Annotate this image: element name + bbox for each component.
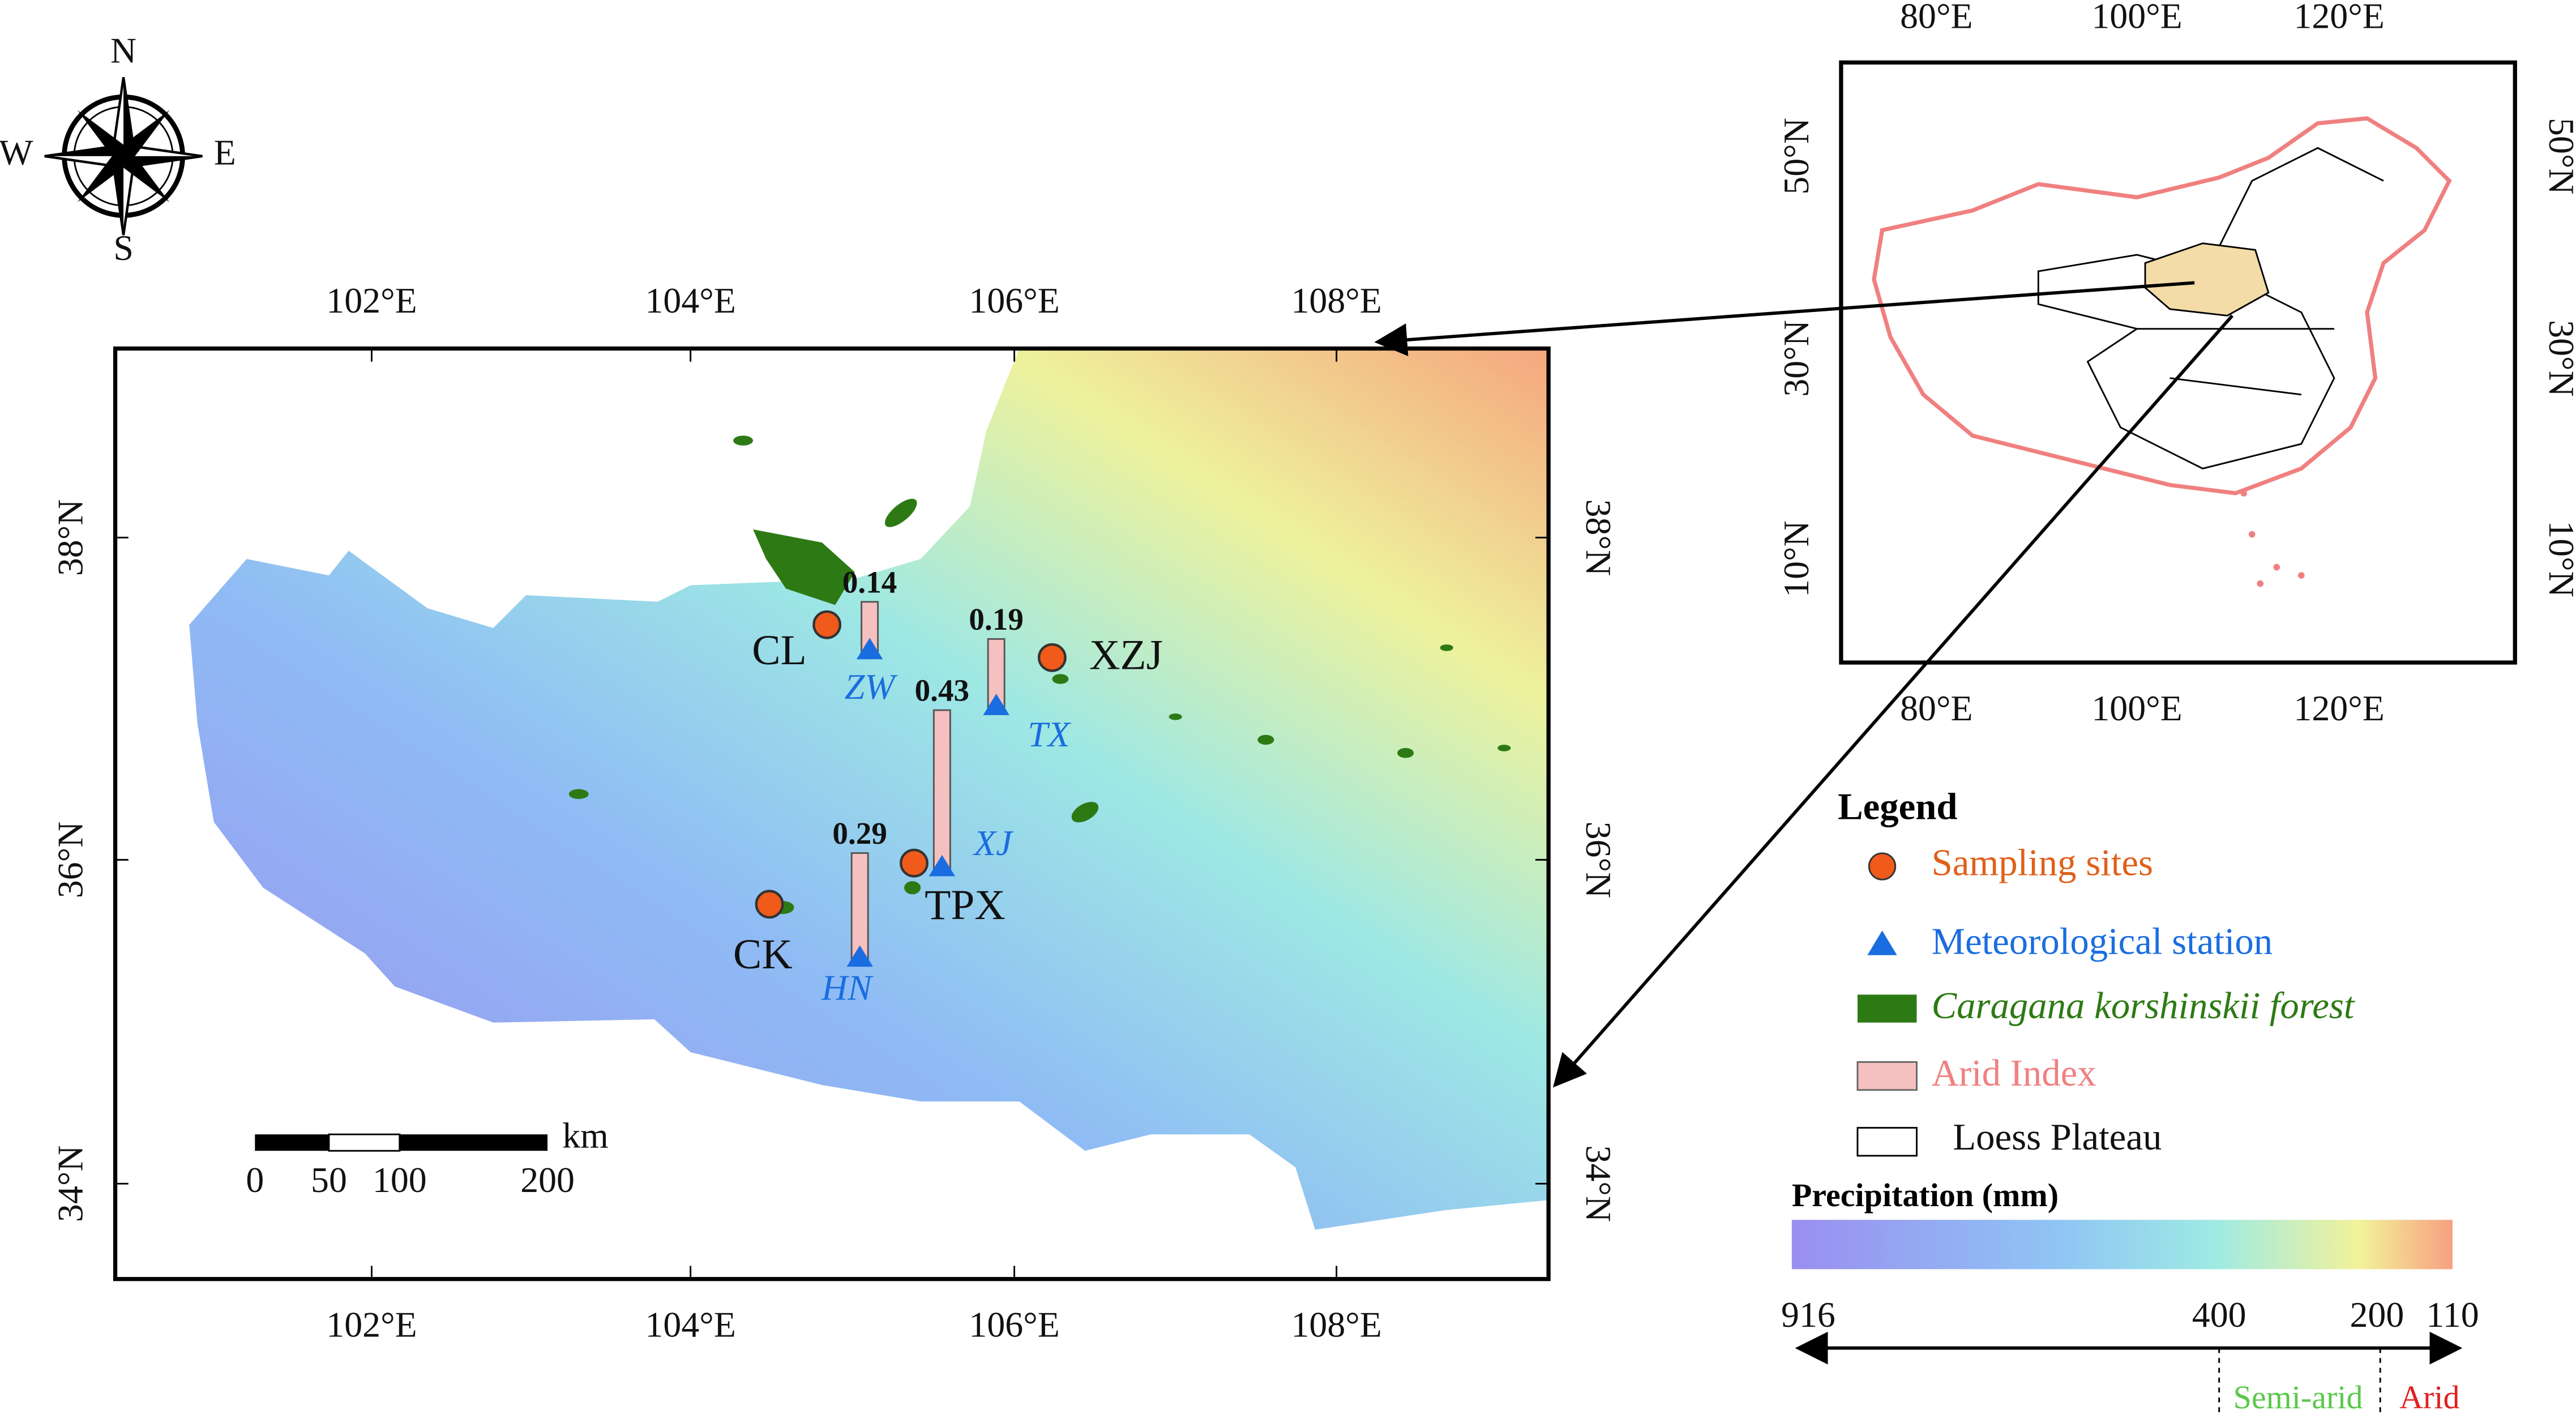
compass-e: E bbox=[214, 132, 236, 172]
x-tick-label: 80°E bbox=[1900, 0, 1972, 36]
colorbar-title: Precipitation (mm) bbox=[1792, 1177, 2059, 1214]
station bbox=[846, 945, 873, 967]
x-tick-label: 104°E bbox=[645, 1304, 736, 1344]
x-tick-label: 120°E bbox=[2293, 0, 2384, 36]
scale-bar: 0 50 100 200 km bbox=[246, 1116, 608, 1200]
x-tick-label: 106°E bbox=[969, 280, 1059, 321]
x-tick-label: 102°E bbox=[326, 1304, 417, 1344]
plateau bbox=[189, 348, 1549, 1230]
colorbar-label: 400 bbox=[2192, 1294, 2246, 1335]
x-tick-label: 106°E bbox=[969, 1304, 1059, 1344]
y-tick-label: 10°N bbox=[2541, 520, 2576, 597]
compass-n: N bbox=[110, 30, 136, 70]
legend-title: Legend bbox=[1838, 787, 1957, 828]
x-tick-label: 108°E bbox=[1291, 1304, 1381, 1344]
legend-item: Arid Index bbox=[1932, 1053, 2096, 1094]
station-label: ZW bbox=[845, 666, 898, 707]
site-label: XZJ bbox=[1089, 632, 1163, 679]
site-label: CK bbox=[733, 931, 793, 978]
legend-item: Meteorological station bbox=[1932, 921, 2273, 963]
arid-index-bar bbox=[932, 709, 951, 873]
scale-label: 200 bbox=[520, 1160, 575, 1200]
main-map: 102°E 102°E 104°E 104°E 106°E 106°E 108°E 108°E… bbox=[50, 280, 1619, 1345]
y-tick-label: 36°N bbox=[1578, 822, 1619, 899]
colorbar-label: 916 bbox=[1781, 1294, 1835, 1335]
x-tick-label: 102°E bbox=[326, 280, 417, 321]
inset-map: 80°E 80°E 100°E 100°E 120°E 120°E 50°N 50°N 30°N… bbox=[1374, 0, 2576, 1088]
colorbar-label: 200 bbox=[2350, 1294, 2404, 1335]
scale-label: 100 bbox=[373, 1160, 427, 1200]
map-frame bbox=[113, 346, 1551, 1281]
zone-label: Arid bbox=[2399, 1379, 2459, 1416]
station-label: TX bbox=[1028, 714, 1072, 754]
arid-index-bar bbox=[850, 852, 869, 963]
y-tick-label: 30°N bbox=[2541, 320, 2576, 397]
x-tick-label: 100°E bbox=[2091, 688, 2182, 728]
colorbar-label: 110 bbox=[2426, 1294, 2479, 1335]
y-tick-label: 38°N bbox=[50, 499, 91, 576]
y-tick-label: 38°N bbox=[1578, 499, 1619, 576]
x-tick-label: 120°E bbox=[2293, 688, 2384, 728]
x-tick-label: 100°E bbox=[2091, 0, 2182, 36]
zone-label: Semi-arid bbox=[2233, 1379, 2363, 1416]
y-tick-label: 34°N bbox=[50, 1146, 91, 1223]
legend-item: Loess Plateau bbox=[1953, 1117, 2162, 1158]
legend-item: Caragana korshinskii forest bbox=[1932, 985, 2355, 1027]
y-tick-label: 34°N bbox=[1578, 1146, 1619, 1223]
x-tick-label: 108°E bbox=[1291, 280, 1381, 321]
scale-label: 0 bbox=[246, 1160, 264, 1200]
site-label: CL bbox=[752, 627, 806, 674]
station-label: XJ bbox=[972, 823, 1013, 863]
legend-item: Sampling sites bbox=[1932, 842, 2153, 883]
legend: Legend Sampling sites Meteorological sta… bbox=[1781, 787, 2479, 1417]
sites bbox=[755, 610, 1067, 919]
compass-s: S bbox=[113, 228, 134, 268]
arid-index-label: 0.29 bbox=[832, 816, 887, 851]
y-tick-label: 50°N bbox=[2541, 118, 2576, 195]
x-tick-label: 80°E bbox=[1900, 688, 1972, 728]
y-tick-label: 36°N bbox=[50, 822, 91, 899]
y-tick-label: 30°N bbox=[1776, 320, 1816, 397]
scale-unit: km bbox=[562, 1116, 609, 1156]
y-tick-label: 50°N bbox=[1776, 118, 1816, 195]
compass: N S E W bbox=[0, 30, 236, 267]
y-tick-label: 10°N bbox=[1776, 520, 1816, 597]
station-label: HN bbox=[821, 967, 874, 1007]
site-label: TPX bbox=[925, 882, 1005, 929]
colorbar bbox=[1791, 1220, 2453, 1270]
station bbox=[983, 694, 1009, 715]
arid-index-label: 0.43 bbox=[915, 673, 970, 708]
arid-index-label: 0.14 bbox=[842, 565, 897, 599]
compass-w: W bbox=[0, 132, 33, 172]
station bbox=[928, 855, 956, 877]
x-tick-label: 104°E bbox=[645, 280, 736, 321]
station bbox=[856, 638, 883, 660]
arid-index-label: 0.19 bbox=[969, 602, 1024, 636]
scale-label: 50 bbox=[311, 1160, 347, 1200]
